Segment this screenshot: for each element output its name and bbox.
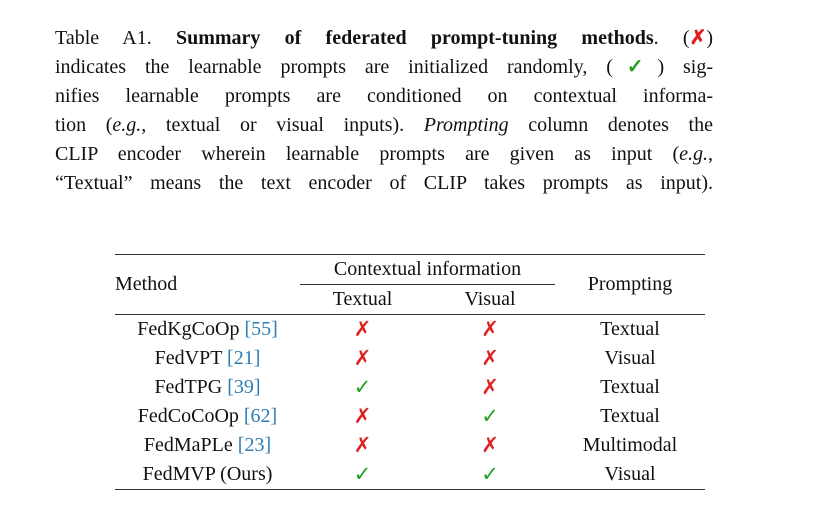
method-name: FedTPG — [154, 376, 223, 398]
caption-text: ) — [706, 27, 713, 49]
caption-text: , textual or visual inputs). — [141, 114, 424, 136]
caption-line: CLIP encoder wherein learnable prompts a… — [55, 140, 713, 169]
paper-page: Table A1. Summary of federated prompt-tu… — [55, 24, 713, 490]
cross-mark: ✗ — [353, 346, 372, 370]
cross-mark: ✗ — [353, 317, 372, 341]
caption-line: Table A1. Summary of federated prompt-tu… — [55, 24, 713, 53]
check-mark: ✓ — [353, 375, 372, 399]
prompting-value: Multimodal — [582, 434, 678, 456]
caption-text: ) sig- — [657, 56, 713, 78]
cross-mark: ✗ — [481, 346, 499, 370]
prompting-value: Visual — [604, 347, 656, 369]
caption-line: tion (e.g., textual or visual inputs). P… — [55, 111, 713, 140]
cross-mark: ✗ — [353, 433, 372, 457]
caption-text: Prompting — [423, 114, 509, 136]
method-cell: FedMaPLe [23] — [115, 431, 300, 460]
check-mark: ✓ — [425, 460, 555, 490]
prompting-value: Textual — [600, 405, 660, 427]
caption-line: “Textual” means the text encoder of CLIP… — [55, 169, 713, 198]
check-mark: ✓ — [481, 404, 499, 428]
method-cell: FedVPT [21] — [115, 344, 300, 373]
table-body: FedKgCoOp [55] ✗ ✗ Textual FedVPT [21] ✗ ✗ Visu… — [115, 315, 705, 490]
col-header-textual: Textual — [300, 284, 425, 315]
check-mark: ✓ — [300, 460, 425, 490]
caption-text: column denotes the — [508, 114, 713, 136]
method-cell: FedMVP (Ours) — [115, 460, 300, 490]
col-header-prompting: Prompting — [555, 254, 705, 315]
citation-link[interactable]: [39] — [222, 376, 261, 398]
table-row: FedTPG [39] ✓ ✗ Textual — [115, 373, 705, 402]
table-row: FedMVP (Ours) ✓ ✓ Visual — [115, 460, 705, 490]
caption-text: CLIP encoder wherein learnable prompts a… — [55, 143, 680, 165]
caption-text: “Textual” means the text encoder of CLIP… — [55, 172, 713, 194]
method-name: FedKgCoOp — [137, 318, 240, 340]
caption-text: indicates the learnable prompts are init… — [55, 56, 613, 78]
cross-mark: ✗ — [481, 375, 499, 399]
col-header-contextual: Contextual information — [300, 254, 555, 285]
method-cell: FedTPG [39] — [115, 373, 300, 402]
method-name: FedMVP (Ours) — [142, 463, 273, 485]
prompting-value: Textual — [600, 376, 660, 398]
caption-text: . ( — [653, 27, 690, 49]
table-row: FedKgCoOp [55] ✗ ✗ Textual — [115, 315, 705, 345]
methods-table: Method Contextual information Prompting … — [115, 254, 705, 490]
method-cell: FedKgCoOp [55] — [115, 315, 300, 345]
prompting-value: Visual — [555, 460, 705, 490]
method-name: FedCoCoOp — [137, 405, 239, 427]
cross-mark: ✗ — [481, 317, 499, 341]
caption-text: e.g. — [112, 114, 142, 136]
cross-mark: ✗ — [481, 433, 499, 457]
cross-mark: ✗ — [689, 27, 707, 49]
prompting-value: Textual — [600, 318, 660, 340]
table-row: FedVPT [21] ✗ ✗ Visual — [115, 344, 705, 373]
caption-text: tion ( — [55, 114, 113, 136]
check-mark: ✓ — [612, 56, 658, 78]
table-row: FedCoCoOp [62] ✗ ✓ Textual — [115, 402, 705, 431]
citation-link[interactable]: [55] — [239, 318, 278, 340]
table-row: FedMaPLe [23] ✗ ✗ Multimodal — [115, 431, 705, 460]
col-header-visual: Visual — [425, 284, 555, 315]
method-cell: FedCoCoOp [62] — [115, 402, 300, 431]
method-name: FedVPT — [154, 347, 223, 369]
table-header: Method Contextual information Prompting … — [115, 254, 705, 315]
table-caption: Table A1. Summary of federated prompt-tu… — [55, 24, 713, 198]
citation-link[interactable]: [62] — [238, 405, 278, 427]
caption-text: Table A1. — [55, 27, 176, 49]
method-name: FedMaPLe — [143, 434, 233, 456]
col-header-method: Method — [115, 254, 300, 315]
caption-text: e.g. — [679, 143, 708, 165]
caption-text: Summary of federated prompt-tuning metho… — [175, 27, 654, 49]
caption-line: nifies learnable prompts are conditioned… — [55, 82, 713, 111]
caption-line: indicates the learnable prompts are init… — [55, 53, 713, 82]
cross-mark: ✗ — [353, 404, 372, 428]
caption-text: nifies learnable prompts are conditioned… — [55, 85, 713, 107]
citation-link[interactable]: [21] — [222, 347, 261, 369]
citation-link[interactable]: [23] — [232, 434, 272, 456]
caption-text: , — [708, 143, 713, 165]
